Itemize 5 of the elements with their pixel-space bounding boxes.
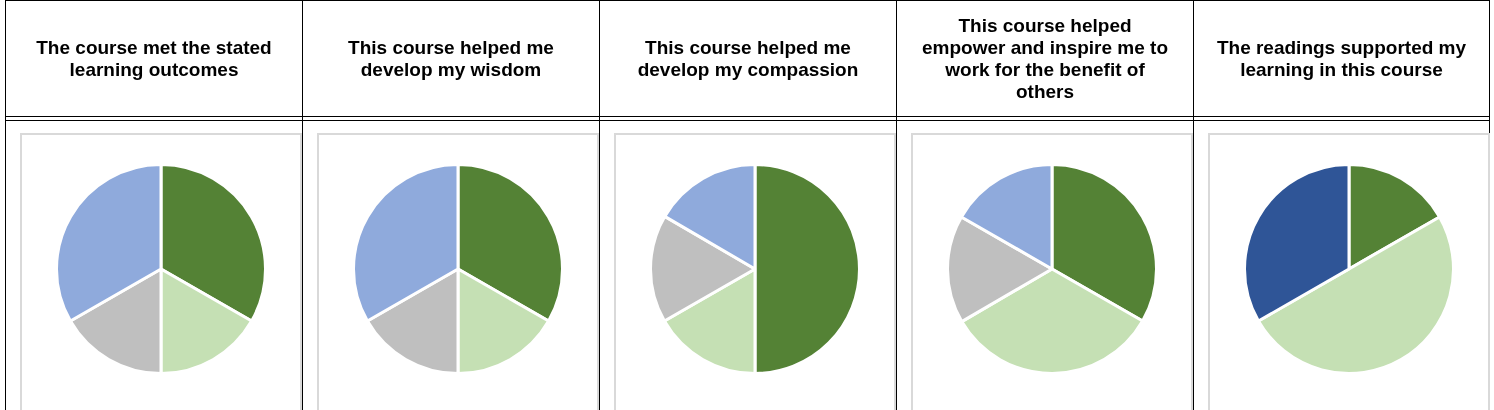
chart-title: The readings supported my learning in this course	[1194, 0, 1489, 117]
chart-title: The course met the stated learning outcomes	[6, 0, 302, 117]
chart-title: This course helped empower and inspire me to work for the benefit of others	[897, 0, 1193, 117]
chart-title: This course helped me develop my wisdom	[303, 0, 599, 117]
chart-title: This course helped me develop my compassion	[600, 0, 896, 117]
